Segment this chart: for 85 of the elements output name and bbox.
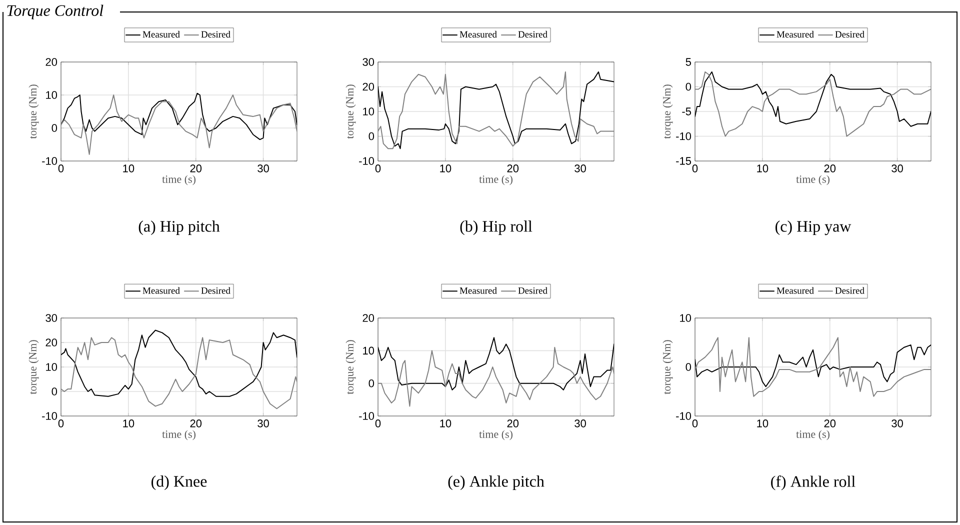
y-tick-label: 0 bbox=[686, 363, 692, 371]
legend-label: Desired bbox=[835, 287, 864, 294]
legend-label: Measured bbox=[142, 30, 180, 38]
y-tick-label: -5 bbox=[682, 108, 692, 116]
x-tick-label: 30 bbox=[892, 164, 903, 172]
y-axis-title: torque (Nm) bbox=[346, 340, 356, 394]
y-tick-label: 0 bbox=[52, 388, 58, 396]
y-tick-label: 0 bbox=[52, 124, 58, 132]
y-tick-label: -10 bbox=[42, 157, 58, 165]
legend-label: Desired bbox=[201, 30, 230, 38]
x-tick-label: 30 bbox=[574, 164, 586, 172]
x-tick-label: 30 bbox=[574, 420, 586, 428]
y-axis-title: torque (Nm) bbox=[28, 84, 39, 139]
y-tick-label: 20 bbox=[362, 314, 374, 322]
x-tick-label: 0 bbox=[58, 420, 64, 428]
y-tick-label: 10 bbox=[46, 363, 58, 371]
y-axis-title: torque (Nm) bbox=[28, 340, 39, 394]
x-tick-label: 0 bbox=[692, 420, 698, 428]
x-tick-label: 20 bbox=[190, 164, 202, 172]
y-axis-title: torque (Nm) bbox=[346, 84, 356, 139]
y-tick-label: -10 bbox=[676, 132, 692, 140]
text: (e) Ankle pitch bbox=[448, 476, 544, 490]
y-tick-label: -10 bbox=[676, 412, 692, 420]
x-tick-label: 30 bbox=[258, 420, 269, 428]
y-tick-label: 5 bbox=[686, 58, 692, 66]
x-tick-label: 20 bbox=[824, 420, 836, 428]
x-axis-title: time (s) bbox=[162, 430, 196, 440]
y-tick-label: 30 bbox=[46, 314, 58, 322]
legend-label: Desired bbox=[518, 287, 548, 294]
y-tick-label: 10 bbox=[46, 91, 58, 99]
x-tick-label: 20 bbox=[507, 420, 519, 428]
y-tick-label: 30 bbox=[362, 58, 374, 66]
y-tick-label: -10 bbox=[42, 412, 58, 420]
x-axis-title: time (s) bbox=[796, 175, 830, 186]
x-tick-label: 10 bbox=[123, 420, 134, 428]
x-axis-title: time (s) bbox=[479, 175, 512, 186]
text: (d) Knee bbox=[152, 476, 207, 490]
y-tick-label: 10 bbox=[680, 314, 692, 322]
y-tick-label: 10 bbox=[363, 108, 374, 116]
x-tick-label: 30 bbox=[892, 420, 903, 428]
x-tick-label: 0 bbox=[692, 164, 698, 172]
line-series bbox=[61, 94, 298, 155]
legend-label: Measured bbox=[776, 287, 814, 294]
legend-label: Desired bbox=[835, 30, 864, 38]
y-tick-label: 20 bbox=[46, 338, 58, 346]
x-tick-label: 30 bbox=[258, 164, 269, 172]
legend-label: Measured bbox=[776, 30, 814, 38]
x-tick-label: 20 bbox=[190, 420, 202, 428]
x-axis-title: time (s) bbox=[796, 430, 830, 440]
y-axis-title: torque (Nm) bbox=[662, 84, 673, 139]
x-tick-label: 0 bbox=[375, 420, 381, 428]
legend-label: Desired bbox=[201, 287, 230, 294]
x-axis-title: time (s) bbox=[479, 430, 512, 440]
y-axis-title: torque (Nm) bbox=[662, 340, 673, 394]
text: (c) Hip yaw bbox=[776, 220, 852, 236]
y-tick-label: -15 bbox=[676, 157, 692, 165]
line-series bbox=[378, 346, 614, 407]
line-series bbox=[61, 330, 298, 397]
x-tick-label: 10 bbox=[757, 420, 768, 428]
x-tick-label: 10 bbox=[123, 164, 134, 172]
legend-label: Measured bbox=[460, 287, 497, 294]
y-tick-label: -10 bbox=[359, 412, 374, 420]
y-tick-label: 10 bbox=[363, 346, 374, 355]
x-tick-label: 10 bbox=[440, 420, 452, 428]
y-tick-label: 0 bbox=[686, 82, 692, 91]
y-tick-label: 0 bbox=[368, 379, 374, 388]
y-tick-label: 20 bbox=[362, 82, 374, 91]
legend-label: Desired bbox=[518, 30, 548, 38]
text: (a) Hip pitch bbox=[138, 220, 220, 236]
x-tick-label: 0 bbox=[58, 164, 64, 172]
y-tick-label: 20 bbox=[46, 58, 58, 66]
text: (f) Ankle roll bbox=[771, 476, 856, 490]
x-tick-label: 10 bbox=[757, 164, 768, 172]
line-series bbox=[695, 71, 932, 137]
text: (b) Hip roll bbox=[460, 220, 532, 236]
x-tick-label: 20 bbox=[507, 164, 519, 172]
y-tick-label: -10 bbox=[359, 157, 374, 165]
y-tick-label: 0 bbox=[368, 132, 374, 140]
x-tick-label: 0 bbox=[375, 164, 381, 172]
legend-label: Measured bbox=[460, 30, 497, 38]
legend-label: Measured bbox=[142, 287, 180, 294]
x-tick-label: 10 bbox=[440, 164, 452, 172]
text: Torque Control bbox=[7, 4, 104, 20]
x-axis-title: time (s) bbox=[162, 175, 196, 186]
x-tick-label: 20 bbox=[824, 164, 836, 172]
